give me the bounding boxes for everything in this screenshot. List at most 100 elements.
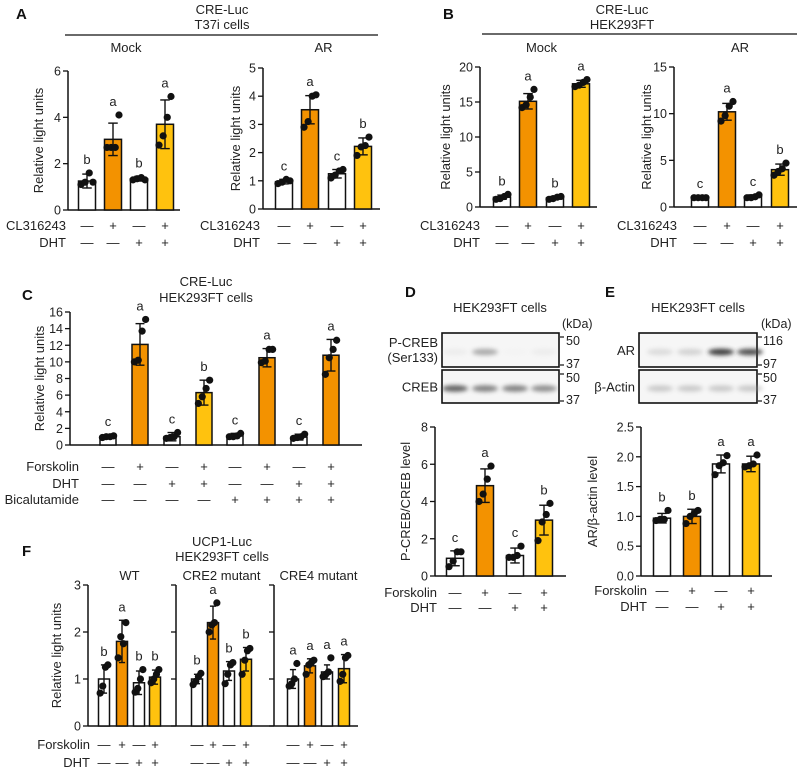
chart-B-ar: 0 5 10 15 Relative light units AR c a c b CL316243… — [617, 40, 797, 250]
treatment-sign: + — [524, 218, 532, 233]
y-tick-label: 2 — [56, 422, 63, 436]
treatment-label: DHT — [233, 235, 260, 250]
treatment-sign: + — [295, 492, 303, 507]
data-point — [325, 354, 333, 362]
treatment-sign: + — [577, 235, 585, 250]
data-point — [660, 515, 668, 523]
bar — [711, 463, 731, 577]
treatment-sign: + — [151, 737, 159, 752]
bar — [571, 83, 591, 208]
treatment-sign: — — [102, 459, 115, 474]
significance-letter: b — [135, 649, 142, 664]
data-point — [96, 689, 104, 697]
y-tick-label: 0 — [249, 203, 256, 217]
treatment-sign: — — [102, 492, 115, 507]
y-tick-label: 10 — [653, 107, 667, 121]
y-tick-label: 0 — [466, 201, 473, 215]
treatment-sign: — — [449, 600, 462, 615]
treatment-sign: — — [496, 218, 509, 233]
significance-letter: c — [296, 413, 303, 428]
data-point — [445, 563, 453, 571]
bar — [258, 356, 276, 446]
data-point — [324, 668, 333, 676]
data-point — [339, 670, 347, 678]
treatment-sign: + — [327, 476, 335, 491]
significance-letter: c — [232, 412, 239, 427]
treatment-sign: — — [747, 218, 760, 233]
significance-letter: b — [151, 649, 158, 664]
treatment-sign: + — [747, 583, 755, 598]
western-blots: P-CREB(Ser133)5037CREB5037AR11697β-Actin… — [387, 332, 783, 407]
treatment-sign: — — [522, 235, 535, 250]
treatment-sign: + — [481, 585, 489, 600]
treatment-sign: + — [340, 755, 348, 770]
treatment-sign: — — [721, 235, 734, 250]
treatment-sign: + — [306, 737, 314, 752]
blot-D-1: CREB 50 37 — [402, 369, 580, 407]
data-point — [749, 460, 757, 468]
data-point — [293, 659, 301, 668]
treatment-sign: — — [509, 585, 522, 600]
data-point — [142, 315, 150, 324]
data-point — [99, 682, 107, 690]
significance-letter: b — [225, 641, 232, 656]
data-point — [557, 192, 565, 201]
data-point — [155, 666, 163, 674]
treatment-sign: + — [717, 599, 725, 614]
size-marker: 97 — [763, 357, 777, 371]
treatment-sign: — — [134, 476, 147, 491]
treatment-sign: — — [81, 235, 94, 250]
chart-subtitle: AR — [314, 40, 332, 55]
protein-band — [502, 348, 528, 356]
data-point — [522, 101, 530, 109]
treatment-sign: — — [331, 218, 344, 233]
significance-letter: a — [118, 599, 126, 614]
panel-c-title: CRE-Luc — [180, 274, 233, 289]
data-point — [139, 666, 147, 674]
y-tick-label: 8 — [56, 372, 63, 386]
treatment-sign: + — [263, 492, 271, 507]
significance-letter: a — [136, 298, 144, 313]
treatment-sign: + — [551, 235, 559, 250]
treatment-label: DHT — [620, 599, 647, 614]
treatment-label: DHT — [650, 235, 677, 250]
panel-f-subtitle: HEK293FT cells — [175, 549, 269, 564]
y-tick-label: 1.0 — [617, 510, 634, 524]
treatment-sign: + — [231, 492, 239, 507]
treatment-sign: — — [198, 492, 211, 507]
treatment-sign: — — [287, 737, 300, 752]
treatment-sign: + — [776, 218, 784, 233]
treatment-label: DHT — [52, 476, 79, 491]
data-point — [237, 429, 245, 437]
size-marker: 50 — [566, 334, 580, 348]
y-tick-label: 6 — [54, 65, 61, 79]
data-point — [81, 178, 89, 186]
treatment-sign: — — [116, 755, 129, 770]
treatment-sign: — — [656, 583, 669, 598]
treatment-sign: — — [321, 737, 334, 752]
data-point — [163, 113, 171, 121]
data-point — [301, 430, 309, 438]
treatment-sign: + — [688, 583, 696, 598]
chart-A-mock: 0 2 4 6 Relative light units Mock b a b a CL316243… — [6, 40, 180, 250]
significance-letter: b — [83, 152, 90, 167]
significance-letter: b — [100, 644, 107, 659]
treatment-sign: — — [293, 459, 306, 474]
data-point — [111, 143, 119, 152]
data-point — [711, 471, 719, 479]
protein-band — [708, 385, 734, 392]
data-point — [546, 499, 554, 507]
treatment-sign: + — [333, 235, 341, 250]
panel-label-d: D — [405, 284, 416, 301]
y-tick-label: 20 — [459, 61, 473, 75]
treatment-sign: + — [168, 476, 176, 491]
data-point — [134, 684, 142, 693]
data-point — [110, 432, 118, 440]
data-point — [114, 654, 122, 662]
significance-letter: c — [105, 414, 112, 429]
treatment-sign: — — [98, 737, 111, 752]
significance-letter: b — [242, 627, 249, 642]
data-point — [261, 357, 269, 365]
data-point — [487, 462, 495, 470]
